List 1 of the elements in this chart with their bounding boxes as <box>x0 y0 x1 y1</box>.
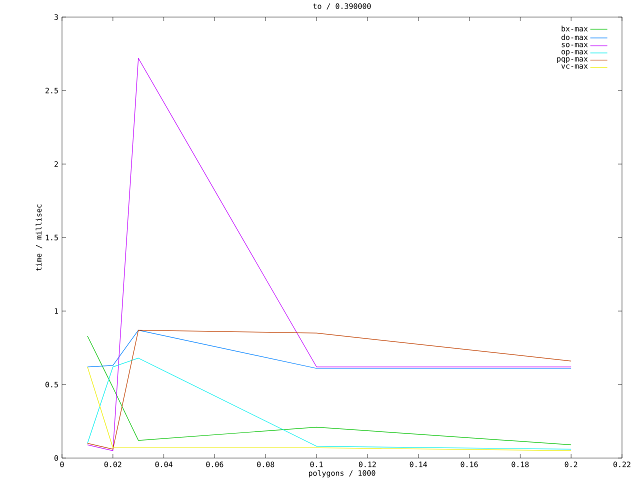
line-series <box>87 330 572 369</box>
